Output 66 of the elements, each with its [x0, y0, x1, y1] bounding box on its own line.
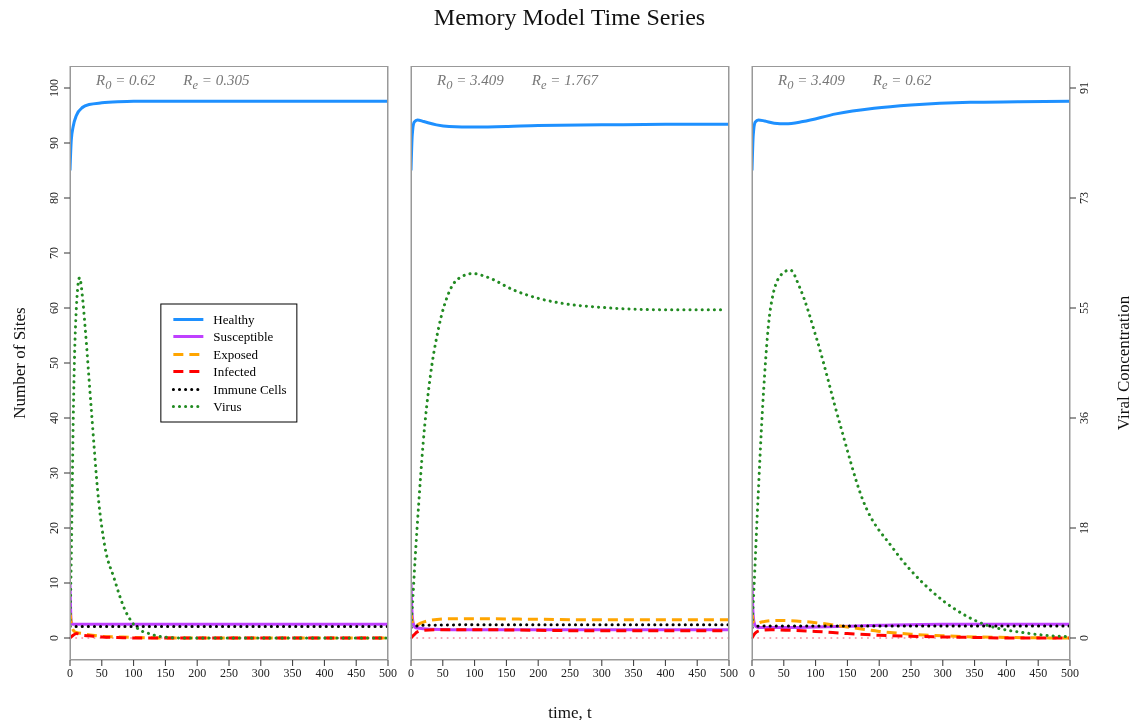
x-tick-label: 50: [777, 665, 790, 680]
x-tick-label: 500: [379, 665, 397, 680]
x-tick-label: 350: [965, 665, 984, 680]
x-tick-label: 0: [749, 665, 755, 680]
x-tick-label: 300: [933, 665, 952, 680]
x-tick-label: 50: [95, 665, 108, 680]
x-tick-label: 200: [870, 665, 889, 680]
legend-label: Healthy: [213, 311, 255, 328]
x-tick-label: 400: [656, 665, 675, 680]
legend-label: Susceptible: [213, 328, 274, 345]
x-tick-label: 400: [315, 665, 334, 680]
x-tick-label: 150: [838, 665, 857, 680]
y-tick-label: 20: [47, 522, 61, 534]
x-tick-label: 450: [688, 665, 707, 680]
y2-tick-label: 55: [1077, 302, 1091, 314]
legend-label: Immune Cells: [213, 381, 287, 398]
y-tick-label: 80: [47, 192, 61, 204]
y-tick-label: 30: [47, 467, 61, 479]
x-tick-label: 350: [624, 665, 643, 680]
y-tick-label: 70: [47, 247, 61, 259]
y2-tick-label: 91: [1077, 82, 1091, 94]
y2-tick-label: 0: [1077, 635, 1091, 641]
y-tick-label: 40: [47, 412, 61, 424]
x-tick-label: 0: [408, 665, 414, 680]
y2-tick-label: 73: [1077, 192, 1091, 204]
x-tick-label: 500: [1061, 665, 1079, 680]
x-tick-label: 250: [561, 665, 579, 680]
y2-tick-label: 18: [1077, 522, 1091, 534]
x-axis-title: time, t: [548, 703, 592, 721]
legend-label: Virus: [213, 398, 242, 415]
x-tick-label: 150: [497, 665, 516, 680]
y-tick-label: 90: [47, 137, 61, 149]
x-tick-label: 450: [347, 665, 366, 680]
y2-tick-label: 36: [1077, 412, 1091, 424]
x-tick-label: 300: [592, 665, 611, 680]
annotation: R$_{e}$ = 0.305: [183, 72, 250, 93]
legend-label: Exposed: [213, 346, 259, 363]
legend-label: Infected: [213, 363, 256, 380]
x-tick-label: 250: [220, 665, 238, 680]
x-tick-label: 250: [902, 665, 920, 680]
x-tick-label: 0: [67, 665, 73, 680]
x-tick-label: 100: [806, 665, 825, 680]
y-tick-label: 0: [47, 635, 61, 641]
x-tick-label: 350: [283, 665, 302, 680]
annotation: R$_{0}$ = 3.409: [778, 72, 845, 93]
annotation: R$_{e}$ = 0.62: [872, 72, 932, 93]
x-tick-label: 200: [529, 665, 548, 680]
annotation: R$_{e}$ = 1.767: [531, 72, 598, 93]
y-tick-label: 60: [47, 302, 61, 314]
x-tick-label: 500: [720, 665, 738, 680]
x-tick-label: 300: [251, 665, 270, 680]
y-axis-title: Number of Sites: [10, 307, 30, 419]
x-tick-label: 100: [465, 665, 484, 680]
x-tick-label: 200: [188, 665, 207, 680]
x-tick-label: 400: [997, 665, 1016, 680]
chart-title: Memory Model Time Series: [432, 4, 707, 31]
annotation: R$_{0}$ = 0.62: [96, 72, 156, 93]
annotation: R$_{0}$ = 3.409: [437, 72, 504, 93]
x-tick-label: 100: [124, 665, 143, 680]
x-tick-label: 150: [156, 665, 175, 680]
y2-axis-title: Viral Concentration: [1114, 295, 1134, 431]
y-tick-label: 100: [47, 79, 61, 97]
y-tick-label: 50: [47, 357, 61, 369]
x-tick-label: 50: [436, 665, 449, 680]
y-tick-label: 10: [47, 577, 61, 589]
x-tick-label: 450: [1029, 665, 1048, 680]
